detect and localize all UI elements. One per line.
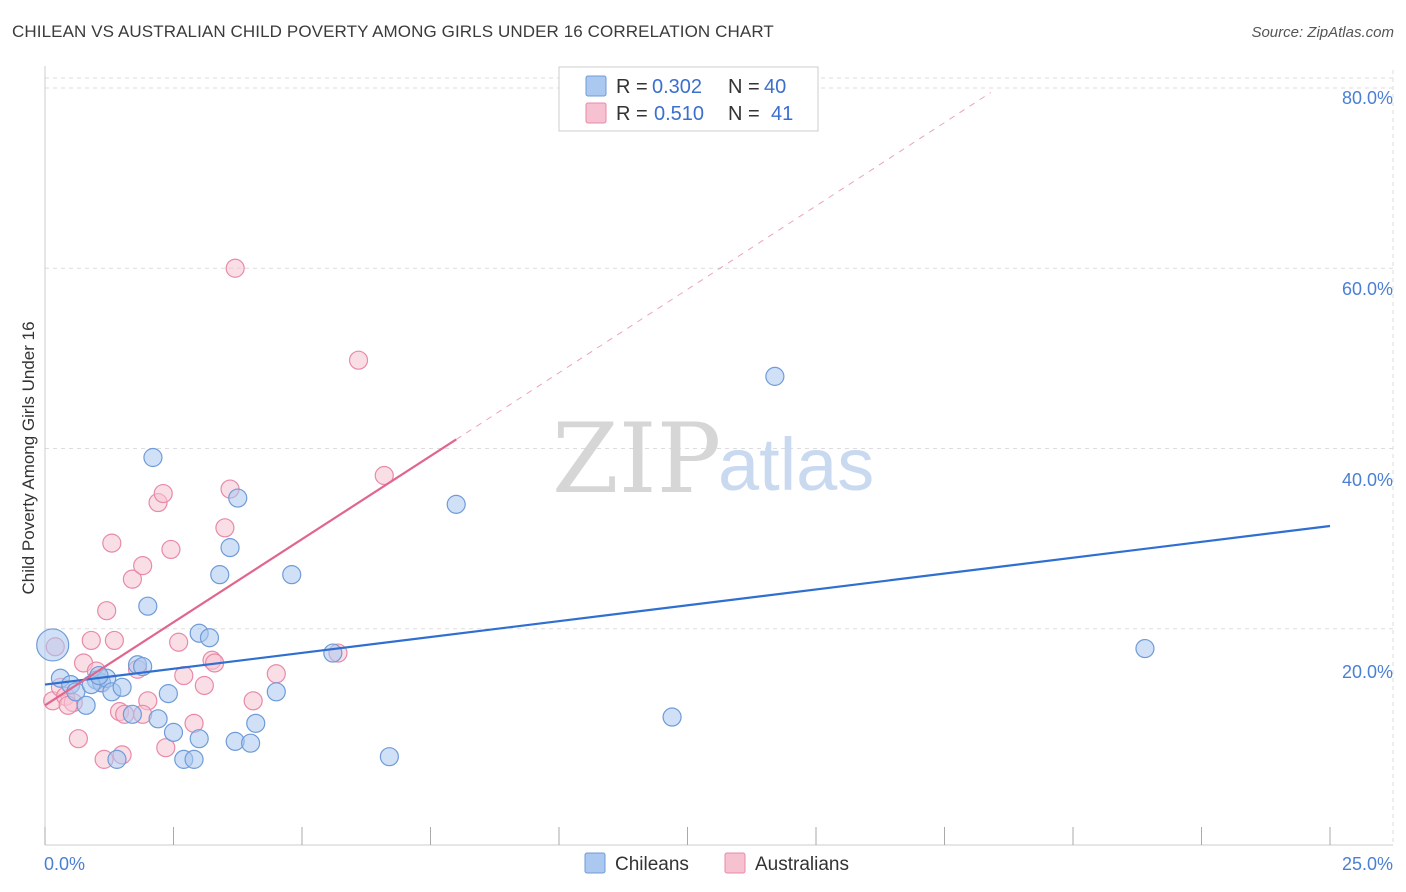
australian-point [194,675,214,696]
legend-n-value: 41 [771,103,793,125]
watermark-zip: ZIP [552,403,721,515]
australian-point [374,465,394,486]
australian-point [156,738,176,758]
chilean-point [184,749,204,769]
chilean-point [266,682,286,702]
bottom-legend-swatch-chileans [584,852,606,874]
australian-point [243,691,263,711]
chilean-point [122,704,142,724]
y-tick-label: 20.0% [1342,662,1393,682]
y-tick-labels: 20.0% 40.0% 60.0% 80.0% [1342,88,1393,682]
australian-point [133,556,153,576]
chilean-point [36,628,70,662]
australian-point [266,664,286,684]
bottom-legend-australians: Australians [755,854,849,875]
chilean-point [228,488,248,508]
legend-r-label: R = [616,76,648,98]
chilean-point [1135,638,1155,659]
legend-r-label: R = [616,103,648,125]
chilean-point [446,494,466,514]
chilean-point [143,447,163,468]
australian-point [161,539,181,560]
chilean-point [241,733,261,753]
chart-title: CHILEAN VS AUSTRALIAN CHILD POVERTY AMON… [12,22,774,41]
chilean-point [323,643,343,663]
legend-swatch-chileans [585,75,607,97]
chilean-point [163,722,184,742]
chilean-point [199,628,220,648]
bottom-legend-swatch-australians [724,852,746,874]
australian-point [153,483,173,504]
legend-r-value: 0.302 [652,76,702,98]
chart-source: Source: ZipAtlas.com [1251,24,1394,41]
legend-n-label: N = [728,76,760,98]
legend-r-value: 0.510 [654,103,704,125]
legend-n-label: N = [728,103,760,125]
chilean-point [379,747,399,767]
chilean-point [765,366,785,386]
australian-point [102,533,122,553]
australian-point [122,569,142,589]
australian-point [104,630,124,651]
chilean-point [282,565,302,585]
x-tick-min: 0.0% [44,854,85,874]
chilean-point [107,749,127,769]
chilean-point [210,565,230,585]
australian-point [348,350,369,370]
australians-trendline-extension [455,92,992,440]
australian-point [81,630,101,651]
y-tick-label: 40.0% [1342,470,1393,490]
chilean-point [112,677,132,697]
bottom-legend-chileans: Chileans [615,854,689,875]
chilean-point [138,596,158,616]
chilean-point [148,709,168,729]
legend-n-value: 40 [764,76,786,98]
australians-trendline [44,438,457,707]
bottom-legend: Chileans Australians [584,852,849,875]
australian-point [97,601,117,621]
x-tick-max: 25.0% [1342,854,1393,874]
y-axis-label: Child Poverty Among Girls Under 16 [19,321,38,594]
y-tick-label: 60.0% [1342,279,1393,299]
chilean-point [158,684,178,704]
australian-point [225,258,245,278]
australian-point [215,518,235,538]
series-chileans [36,366,1155,769]
watermark-atlas: atlas [718,423,874,506]
chileans-trendline [44,524,1331,686]
chilean-point [76,695,96,715]
chilean-point [189,729,209,749]
gridlines [45,70,1394,845]
y-tick-label: 80.0% [1342,88,1393,108]
australian-point [169,632,189,652]
australian-point [68,729,89,749]
legend-swatch-australians [585,102,607,124]
chilean-point [662,707,682,727]
axes [44,66,1393,846]
chilean-point [220,538,240,558]
trendlines [44,92,1331,707]
chilean-point [246,713,266,733]
legend-box: R = 0.302 N = 40 R = 0.510 N = 41 [558,66,819,132]
